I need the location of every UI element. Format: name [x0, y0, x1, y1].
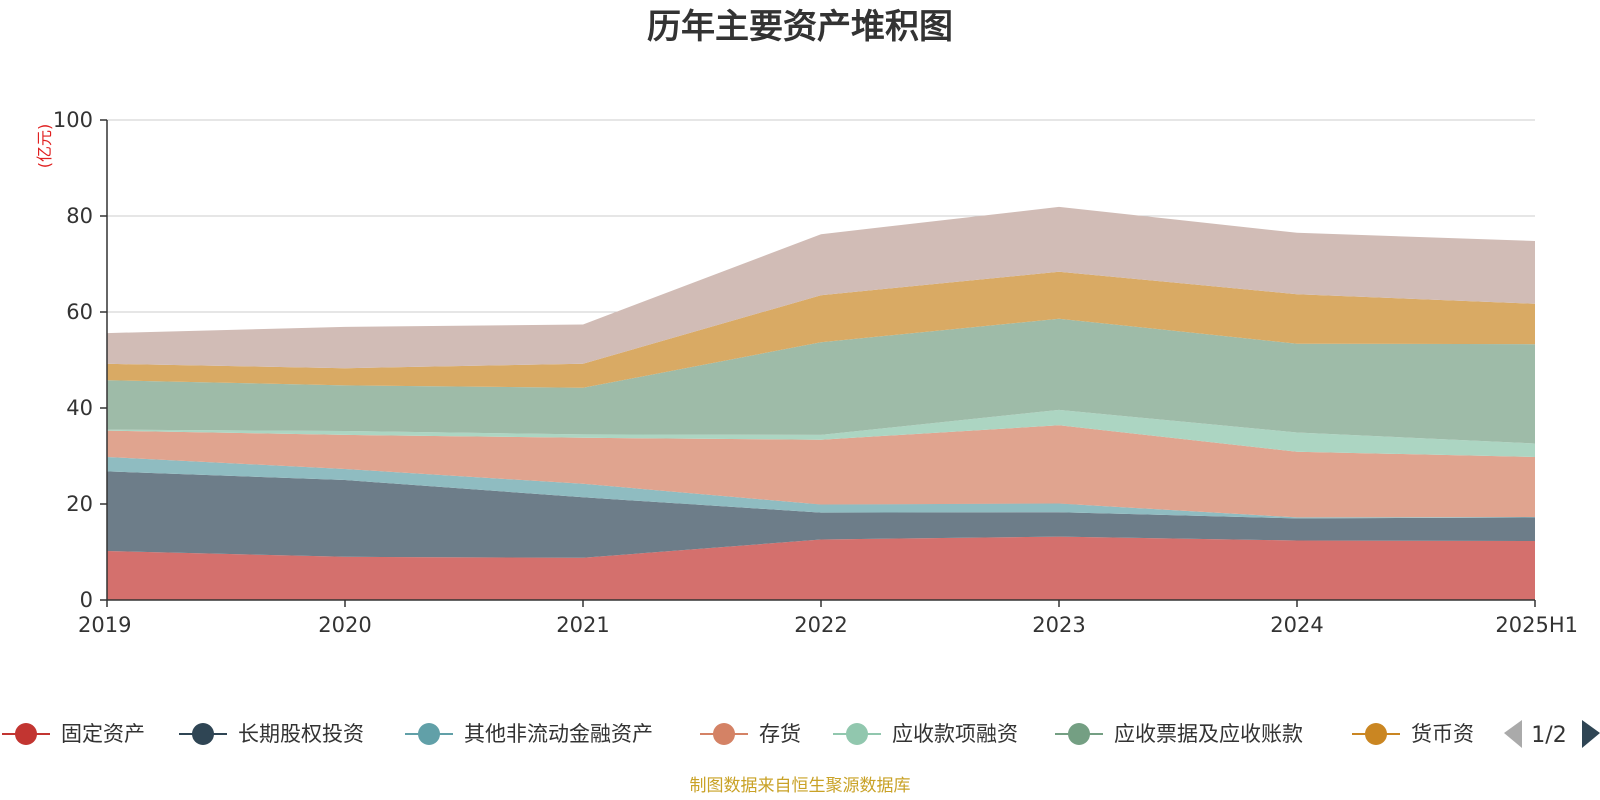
y-tick-label: 20: [66, 492, 93, 516]
legend-marker-icon: [713, 723, 735, 745]
legend-label: 应收款项融资: [892, 722, 1018, 746]
legend-item[interactable]: 其他非流动金融资产: [405, 722, 653, 746]
x-tick-label: 2020: [318, 613, 371, 637]
y-tick-label: 80: [66, 204, 93, 228]
legend-marker-icon: [1068, 723, 1090, 745]
legend-label: 货币资: [1411, 722, 1474, 746]
legend-marker-icon: [15, 723, 37, 745]
legend-item[interactable]: 固定资产: [2, 722, 145, 746]
legend-item[interactable]: 应收票据及应收账款: [1055, 722, 1303, 746]
x-tick-label: 2023: [1032, 613, 1085, 637]
area-series-7: [107, 206, 1535, 369]
y-tick-label: 0: [80, 588, 93, 612]
legend-item[interactable]: 长期股权投资: [179, 722, 364, 746]
area-series-3: [107, 425, 1535, 518]
chart-title: 历年主要资产堆积图: [647, 7, 953, 47]
legend-marker-icon: [1365, 723, 1387, 745]
legend-label: 存货: [759, 722, 801, 746]
area-series-2: [107, 457, 1535, 519]
x-tick-label: 2022: [794, 613, 847, 637]
legend-prev-page-icon[interactable]: [1504, 720, 1522, 748]
area-series-6: [107, 271, 1535, 388]
legend-label: 固定资产: [61, 722, 145, 746]
x-tick-labels: 2019 2020 2021 2022 2023 2024 2025H1: [78, 613, 1578, 637]
x-tick-label: 2019: [78, 613, 131, 637]
legend-label: 长期股权投资: [238, 722, 364, 746]
legend-item[interactable]: 应收款项融资: [833, 722, 1018, 746]
x-tick-label: 2024: [1270, 613, 1323, 637]
legend: 固定资产 长期股权投资 其他非流动金融资产 存货 应收款项融资 应收票据及应收账款 货币资: [2, 722, 1474, 746]
area-series-1: [107, 471, 1535, 558]
legend-next-page-icon[interactable]: [1582, 720, 1600, 748]
y-axis-unit-label: (亿元): [35, 124, 54, 169]
area-series-group: [107, 206, 1535, 600]
legend-page-indicator: 1/2: [1531, 723, 1566, 748]
y-tick-label: 100: [53, 108, 93, 132]
area-series-0: [107, 536, 1535, 600]
axes: [100, 119, 1536, 607]
area-series-5: [107, 318, 1535, 444]
legend-marker-icon: [418, 723, 440, 745]
y-tick-label: 40: [66, 396, 93, 420]
x-tick-label: 2025H1: [1495, 613, 1578, 637]
y-tick-label: 60: [66, 300, 93, 324]
legend-marker-icon: [192, 723, 214, 745]
area-series-4: [107, 409, 1535, 457]
legend-label: 其他非流动金融资产: [464, 722, 653, 746]
x-tick-label: 2021: [556, 613, 609, 637]
legend-marker-icon: [846, 723, 868, 745]
legend-label: 应收票据及应收账款: [1114, 722, 1303, 746]
y-tick-labels: 0 20 40 60 80 100: [53, 108, 93, 612]
legend-item[interactable]: 存货: [700, 722, 801, 746]
legend-item[interactable]: 货币资: [1352, 722, 1474, 746]
legend-pager: 1/2: [1504, 720, 1600, 748]
source-note: 制图数据来自恒生聚源数据库: [690, 776, 911, 796]
